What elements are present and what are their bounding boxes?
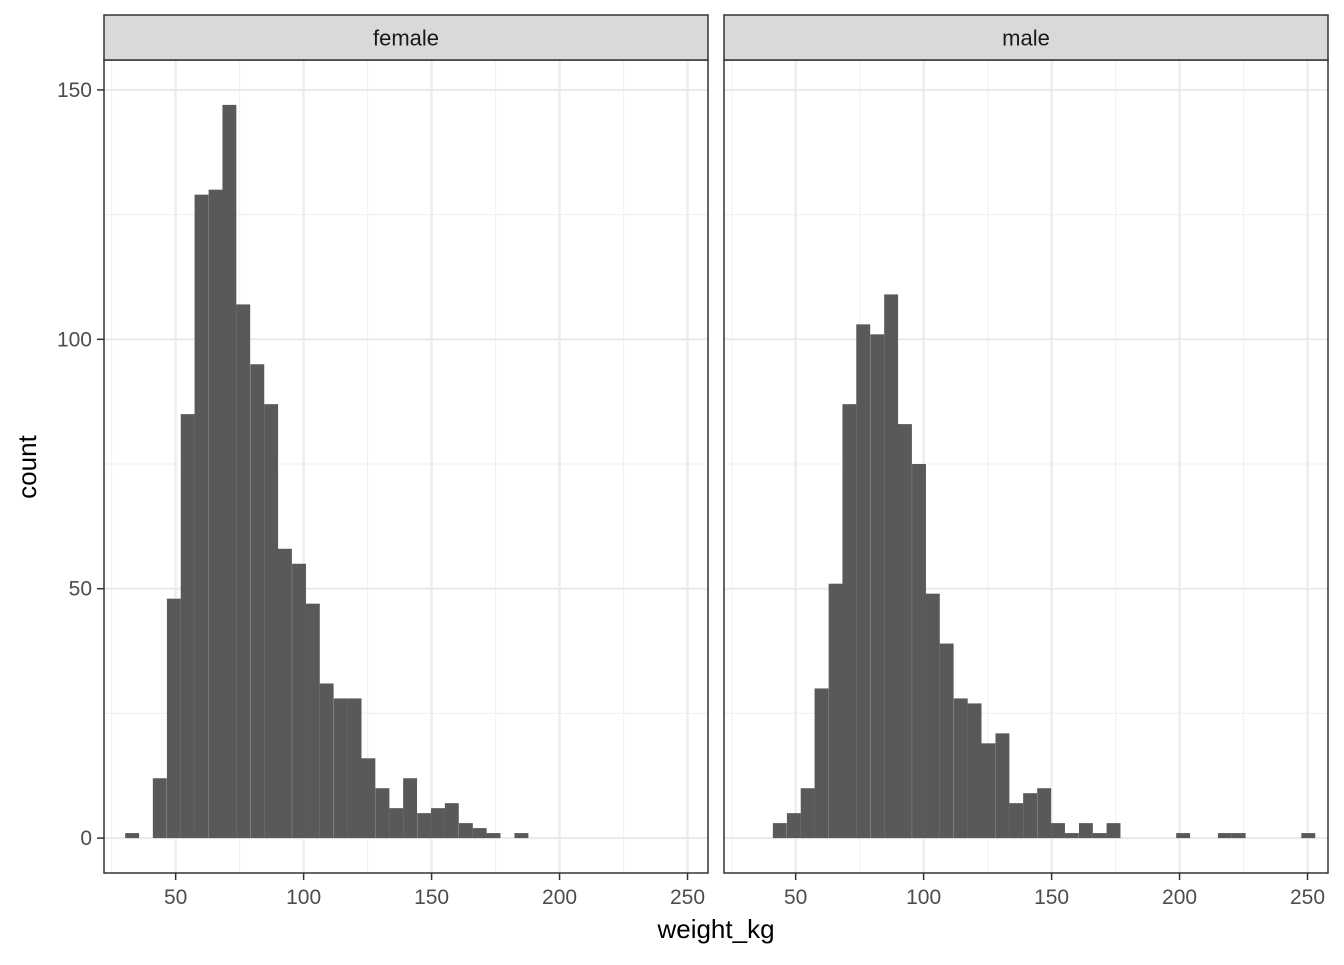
bar-male (1231, 833, 1246, 839)
x-tick-label: 150 (1034, 886, 1069, 909)
facet-strip (723, 14, 1329, 61)
bar-male (1092, 833, 1107, 839)
x-tick-label: 200 (1162, 886, 1197, 909)
x-tick-label: 100 (286, 886, 321, 909)
bar-male (786, 813, 801, 839)
bar-female (389, 808, 404, 839)
bar-female (375, 788, 390, 839)
bar-male (897, 424, 912, 839)
facet-panels: female 50 100 150 200 250 male 50 100 150 200 250 (103, 14, 1329, 909)
bar-male (995, 733, 1010, 839)
bar-female (152, 778, 167, 839)
facet-strip-label: female (373, 26, 439, 51)
bar-male (1023, 793, 1038, 839)
y-tick-label: 0 (80, 827, 92, 850)
bar-male (884, 294, 899, 839)
bar-male (967, 703, 982, 839)
facet-strip-label: male (1002, 26, 1050, 51)
x-tick-label: 200 (542, 886, 577, 909)
bar-male (1051, 823, 1065, 839)
bar-male (1078, 823, 1093, 839)
bar-female (264, 404, 279, 839)
bar-male (1217, 833, 1232, 839)
bar-female (180, 414, 195, 839)
bar-female (417, 813, 432, 839)
bar-female (472, 828, 487, 839)
bar-male (1064, 833, 1079, 839)
bar-male (925, 593, 940, 839)
y-tick-label: 50 (69, 578, 92, 601)
bar-female (458, 823, 473, 839)
bar-female (444, 803, 459, 839)
bar-female (250, 364, 265, 839)
bar-female (166, 598, 181, 839)
y-axis: 0 50 100 150 (57, 79, 104, 850)
x-axis-label: weight_kg (656, 914, 774, 944)
bar-male (1106, 823, 1121, 839)
bar-male (953, 698, 968, 839)
bar-male (1037, 788, 1052, 839)
x-tick-label: 250 (1290, 886, 1325, 909)
bar-female (292, 563, 306, 839)
bar-female (403, 778, 418, 839)
bar-female (236, 304, 251, 839)
x-tick-label: 50 (784, 886, 807, 909)
bar-male (772, 823, 787, 839)
bar-male (1301, 833, 1316, 839)
bar-male (1176, 833, 1191, 839)
bar-female (222, 104, 237, 839)
x-tick-label: 50 (164, 886, 187, 909)
bar-male (842, 404, 857, 839)
bar-male (856, 324, 871, 839)
y-tick-label: 100 (57, 328, 92, 351)
bar-female (333, 698, 348, 839)
bar-male (814, 688, 829, 839)
x-tick-label: 150 (414, 886, 449, 909)
y-tick-label: 150 (57, 79, 92, 102)
bar-female (514, 833, 529, 839)
bar-male (870, 334, 885, 839)
bar-male (828, 583, 843, 839)
bar-male (939, 643, 954, 839)
bar-female (305, 603, 320, 839)
x-tick-label: 100 (906, 886, 941, 909)
facet-panel-male: male 50 100 150 200 250 (723, 14, 1329, 909)
bar-female (431, 808, 445, 839)
bar-female (361, 758, 376, 839)
bar-female (319, 683, 334, 839)
bar-male (800, 788, 815, 839)
bar-female (125, 833, 140, 839)
bar-female (347, 698, 362, 839)
bar-female (277, 548, 292, 839)
bar-female (486, 833, 501, 839)
facet-strip (103, 14, 709, 61)
bar-male (912, 464, 926, 839)
bar-female (194, 194, 209, 839)
facet-panel-female: female 50 100 150 200 250 (103, 14, 709, 909)
bar-female (208, 189, 223, 839)
y-axis-label: count (12, 434, 42, 498)
bar-male (981, 743, 996, 839)
bar-male (1009, 803, 1024, 839)
x-tick-label: 250 (670, 886, 705, 909)
